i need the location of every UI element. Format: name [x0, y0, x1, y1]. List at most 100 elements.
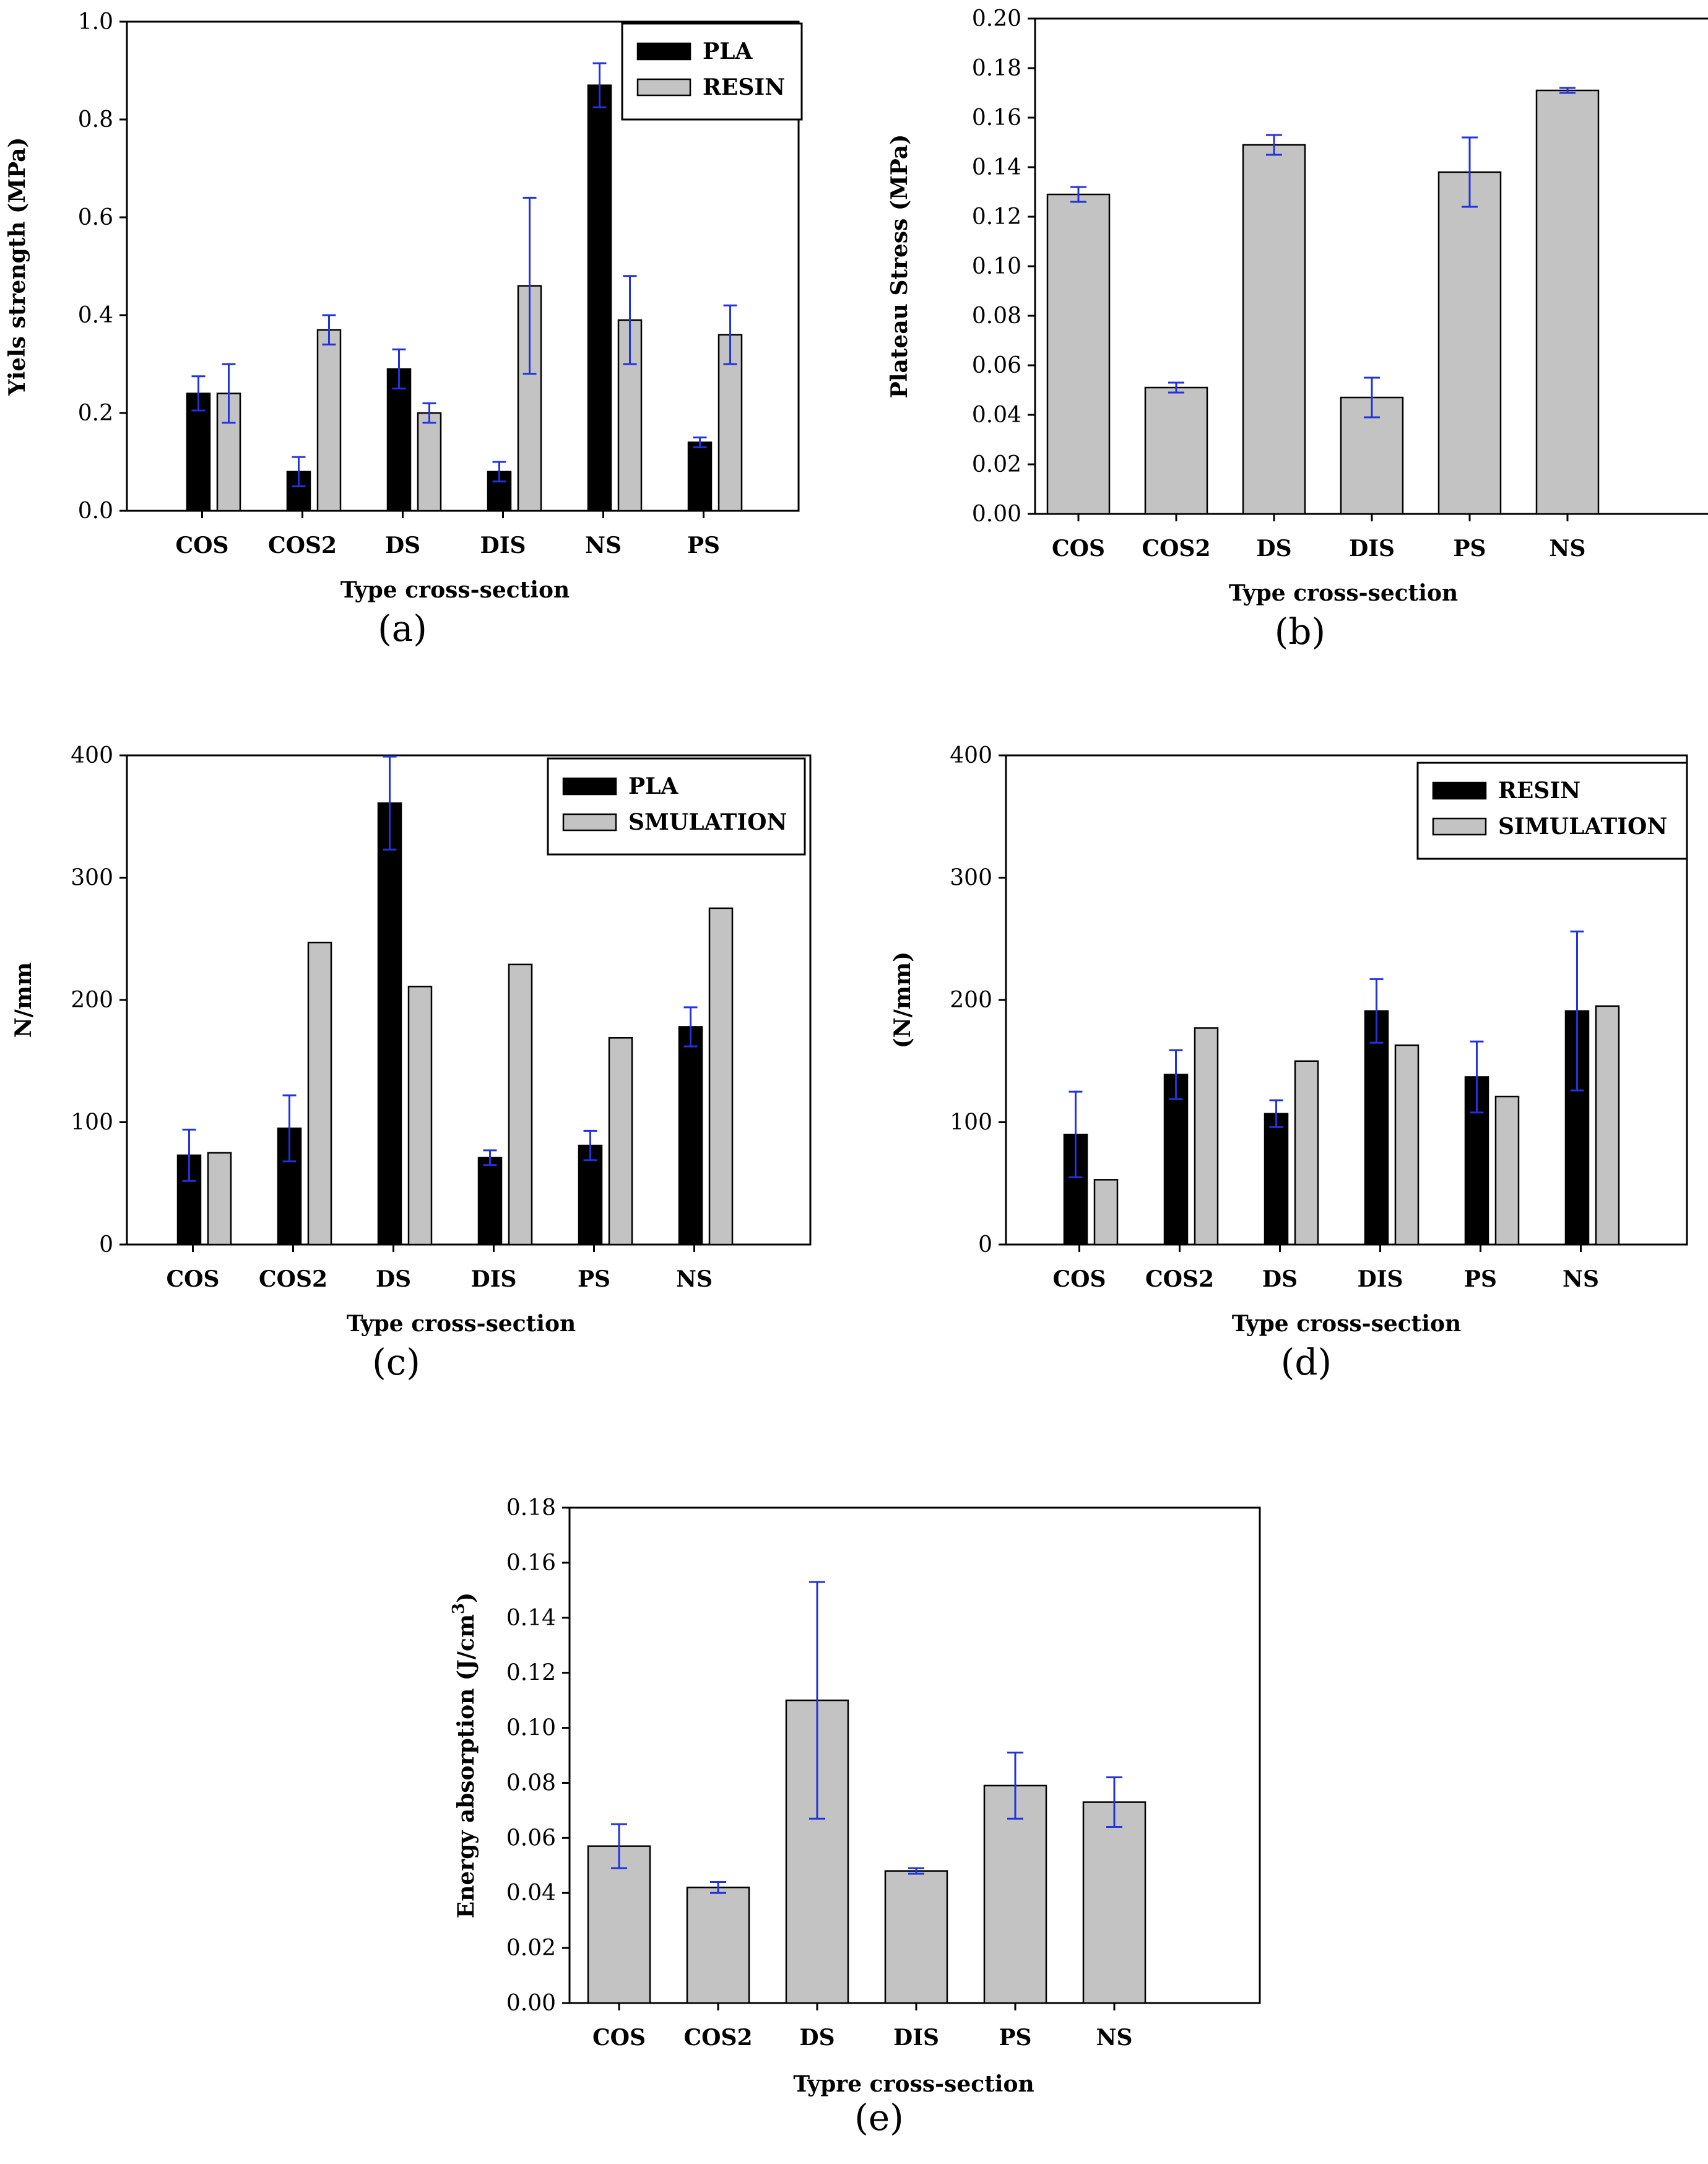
legend-swatch [562, 777, 617, 796]
x-axis-label: Type cross-section [340, 577, 570, 603]
chart-e: 0.00 0.02 0.04 0.06 0.08 0.10 0.12 0.14 0.16 0.18… [449, 1495, 1261, 2139]
legend-box [547, 757, 806, 856]
bar-resin-ds [417, 412, 442, 512]
y-tick-label: 0.08 [506, 1770, 556, 1796]
x-tick-label: NS [1096, 2025, 1133, 2051]
bar-resin-ds [1264, 1113, 1289, 1246]
bar-value-cos [587, 1845, 651, 2004]
x-tick-label: DS [799, 2025, 834, 2051]
y-tick-label: 200 [950, 988, 992, 1013]
y-tick-label: 0.18 [972, 56, 1021, 81]
x-tick-label: DIS [470, 1266, 516, 1292]
chart-caption: (d) [1281, 1341, 1332, 1383]
bar-smulation-ps [608, 1036, 633, 1246]
x-tick-label: COS [592, 2025, 646, 2051]
bar-pla-dis [477, 1157, 503, 1246]
x-axis-label: Type cross-section [347, 1311, 576, 1337]
bar-value-ds [1242, 144, 1306, 515]
y-axis-label: Energy absorption (J/cm3) [449, 1593, 479, 1918]
y-tick-label: 0.00 [972, 502, 1021, 527]
chart-a: 0.0 0.2 0.4 0.6 0.8 1.0 COS COS2 DS DIS NS PS Type c… [4, 9, 803, 650]
y-tick-label: 0.04 [506, 1880, 556, 1906]
y-tick-label: 0 [978, 1232, 992, 1258]
y-axis-label-suffix: ) [453, 1593, 479, 1603]
bar-smulation-cos [207, 1152, 232, 1246]
y-tick-label: 0.2 [78, 401, 113, 426]
y-tick-label: 400 [950, 743, 992, 768]
x-tick-label: COS2 [683, 2025, 752, 2051]
bar-pla-ns [678, 1026, 703, 1246]
y-tick-label: 100 [950, 1110, 992, 1136]
x-tick-label: COS2 [1142, 536, 1210, 562]
bar-value-cos2 [686, 1887, 750, 2004]
y-tick-label: 0.10 [506, 1716, 556, 1741]
y-axis-label: N/mm [11, 962, 37, 1038]
y-tick-label: 0.12 [506, 1661, 556, 1686]
legend-box [1416, 762, 1688, 860]
y-tick-label: 0.10 [972, 254, 1021, 279]
bar-simulation-dis [1394, 1044, 1420, 1246]
legend-label: PLA [703, 38, 753, 64]
x-tick-label: NS [676, 1266, 713, 1292]
chart-caption: (c) [372, 1341, 420, 1383]
x-tick-label: COS [175, 532, 228, 558]
bar-resin-cos2 [316, 329, 342, 512]
x-tick-label: COS [1052, 1266, 1106, 1292]
x-tick-label: DS [1262, 1266, 1298, 1292]
bar-value-cos [1046, 193, 1111, 515]
y-tick-label: 0.16 [972, 105, 1021, 131]
legend-box [621, 22, 803, 121]
x-tick-label: COS [1052, 536, 1105, 562]
y-tick-label: 0.06 [972, 353, 1021, 378]
bar-simulation-cos [1093, 1179, 1119, 1246]
y-tick-label: 0 [99, 1232, 113, 1258]
y-tick-label: 0.4 [78, 303, 113, 328]
x-tick-label: DIS [893, 2025, 939, 2051]
x-tick-label: COS [166, 1266, 219, 1292]
y-tick-label: 0.08 [972, 303, 1021, 329]
x-tick-label: DS [376, 1266, 411, 1292]
x-axis-label: Typre cross-section [793, 2071, 1034, 2097]
y-tick-label: 0.12 [972, 204, 1021, 230]
y-axis-label-superscript: 3 [449, 1603, 468, 1614]
y-tick-label: 0.6 [78, 205, 113, 230]
bar-smulation-ns [708, 907, 734, 1246]
bar-pla-ps [687, 441, 713, 512]
legend-label: SMULATION [628, 809, 787, 835]
bar-resin-cos2 [1163, 1074, 1189, 1246]
bar-pla-ds [377, 802, 402, 1246]
y-tick-label: 0.06 [506, 1825, 556, 1851]
chart-caption: (b) [1275, 611, 1325, 653]
bar-simulation-ns [1595, 1005, 1620, 1246]
x-tick-label: NS [585, 532, 622, 558]
x-tick-label: NS [1563, 1266, 1599, 1292]
y-tick-label: 0.14 [506, 1606, 556, 1631]
x-tick-label: PS [687, 532, 720, 558]
y-tick-label: 0.16 [506, 1550, 556, 1576]
y-tick-label: 0.14 [972, 155, 1021, 180]
bar-simulation-ds [1294, 1060, 1319, 1246]
chart-c: 0 100 200 300 400 COS COS2 DS DIS PS NS Type cross-… [11, 743, 812, 1383]
bar-pla-ds [386, 368, 412, 512]
bar-value-dis [884, 1870, 948, 2004]
x-tick-label: DIS [480, 532, 526, 558]
legend-label: SIMULATION [1498, 814, 1667, 840]
x-tick-label: PS [578, 1266, 610, 1292]
chart-caption: (a) [378, 607, 427, 650]
x-tick-label: DIS [1349, 536, 1395, 562]
legend-swatch [636, 78, 691, 97]
bar-smulation-cos2 [307, 941, 332, 1246]
x-tick-label: PS [999, 2025, 1031, 2051]
legend-label: RESIN [1498, 778, 1580, 804]
bar-simulation-ps [1494, 1095, 1520, 1246]
legend-swatch [562, 813, 617, 832]
x-tick-label: PS [1453, 536, 1486, 562]
x-tick-label: PS [1464, 1266, 1497, 1292]
y-tick-label: 1.0 [78, 9, 113, 35]
y-tick-label: 0.02 [972, 452, 1021, 477]
legend-swatch [1432, 781, 1487, 800]
y-axis-label: (N/mm) [890, 952, 916, 1048]
legend-swatch [1432, 817, 1487, 836]
x-tick-label: DS [385, 532, 420, 558]
